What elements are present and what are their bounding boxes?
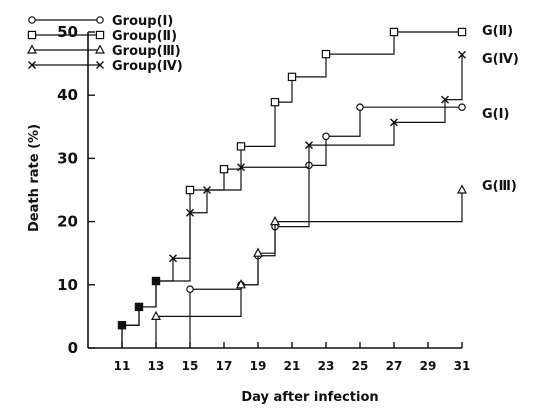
data-point [96, 16, 104, 24]
data-point [236, 142, 246, 151]
data-point [456, 184, 468, 194]
x-tick-label: 15 [182, 359, 199, 373]
cross-stroke [186, 208, 194, 217]
x-tick-label: 25 [352, 359, 369, 373]
legend-label: Group(Ⅳ) [112, 59, 183, 74]
data-point [96, 61, 104, 69]
legend-item: Group(Ⅲ) [26, 44, 181, 59]
y-tick-label: 10 [57, 276, 78, 294]
series-end-label: G(Ⅲ) [482, 179, 517, 194]
data-point [28, 61, 36, 69]
series-line [189, 106, 462, 348]
series-end-label: G(Ⅳ) [482, 52, 519, 67]
series-0: G(Ⅰ) [186, 103, 509, 348]
x-tick-label: 13 [148, 359, 165, 373]
data-point [305, 141, 313, 150]
x-tick-label: 31 [454, 359, 471, 373]
data-point [356, 103, 364, 112]
data-point [28, 16, 36, 24]
legend-label: Group(Ⅰ) [112, 14, 173, 29]
data-point [94, 44, 106, 54]
data-point [95, 30, 105, 40]
data-point [389, 27, 399, 37]
x-tick-label: 23 [318, 359, 335, 373]
cross-stroke [169, 254, 177, 263]
data-point [458, 103, 466, 112]
data-point [457, 27, 467, 37]
data-point [152, 277, 160, 286]
cross-stroke [96, 61, 104, 69]
legend-item: Group(Ⅳ) [28, 59, 183, 74]
data-point [287, 72, 297, 82]
data-point [150, 310, 162, 320]
series-end-label: G(Ⅰ) [482, 107, 509, 122]
series-end-label: G(Ⅱ) [482, 24, 513, 39]
data-point [441, 95, 449, 104]
data-point [270, 97, 280, 107]
cross-stroke [118, 321, 126, 330]
data-point [321, 49, 331, 59]
cross-stroke [135, 302, 143, 311]
series-line [155, 190, 463, 348]
cross-stroke [390, 118, 398, 127]
legend-label: Group(Ⅲ) [112, 44, 181, 59]
data-point [185, 185, 195, 195]
legend-item: Group(Ⅰ) [28, 14, 173, 29]
cross-stroke [152, 277, 160, 286]
y-tick-label: 50 [57, 23, 78, 41]
data-point [235, 279, 247, 289]
x-axis-label: Day after infection [241, 390, 378, 405]
x-tick-label: 17 [216, 359, 233, 373]
legend-label: Group(Ⅱ) [112, 29, 177, 44]
series-3: G(Ⅳ) [118, 50, 519, 348]
x-tick-label: 19 [250, 359, 267, 373]
x-tick-label: 21 [284, 359, 301, 373]
data-point [203, 186, 211, 194]
data-point [252, 247, 264, 257]
cross-stroke [28, 61, 36, 69]
cross-stroke [305, 141, 313, 150]
data-point [186, 285, 194, 294]
cross-stroke [237, 163, 245, 172]
series-layer: G(Ⅰ) G(Ⅱ) G(Ⅲ) G(Ⅳ) [117, 24, 519, 348]
y-axis-label: Death rate (%) [27, 124, 42, 232]
series-line [121, 54, 463, 348]
x-tick-label: 29 [420, 359, 437, 373]
data-point [169, 254, 177, 263]
y-tick-label: 30 [57, 149, 78, 167]
x-tick-label: 27 [386, 359, 403, 373]
axes: 0 10 20 30 40 50 11 13 15 17 19 21 23 25 27 29 31 [57, 23, 470, 373]
data-point [118, 321, 126, 330]
y-tick-label: 20 [57, 213, 78, 231]
data-point [219, 164, 229, 174]
data-point [26, 44, 38, 54]
data-point [322, 132, 330, 141]
data-point [27, 30, 37, 40]
series-2: G(Ⅲ) [150, 179, 517, 348]
data-point [237, 163, 245, 172]
x-tick-label: 11 [114, 359, 131, 373]
data-point [269, 215, 281, 226]
data-point [390, 118, 398, 127]
y-tick-label: 0 [68, 339, 78, 357]
legend-item: Group(Ⅱ) [27, 29, 177, 44]
data-point [186, 208, 194, 217]
cross-stroke [458, 50, 466, 59]
cross-stroke [441, 95, 449, 104]
legend: Group(Ⅰ)Group(Ⅱ)Group(Ⅲ)Group(Ⅳ) [26, 14, 183, 74]
y-tick-label: 40 [57, 86, 78, 104]
data-point [135, 302, 143, 311]
data-point [458, 50, 466, 59]
cross-stroke [203, 186, 211, 194]
